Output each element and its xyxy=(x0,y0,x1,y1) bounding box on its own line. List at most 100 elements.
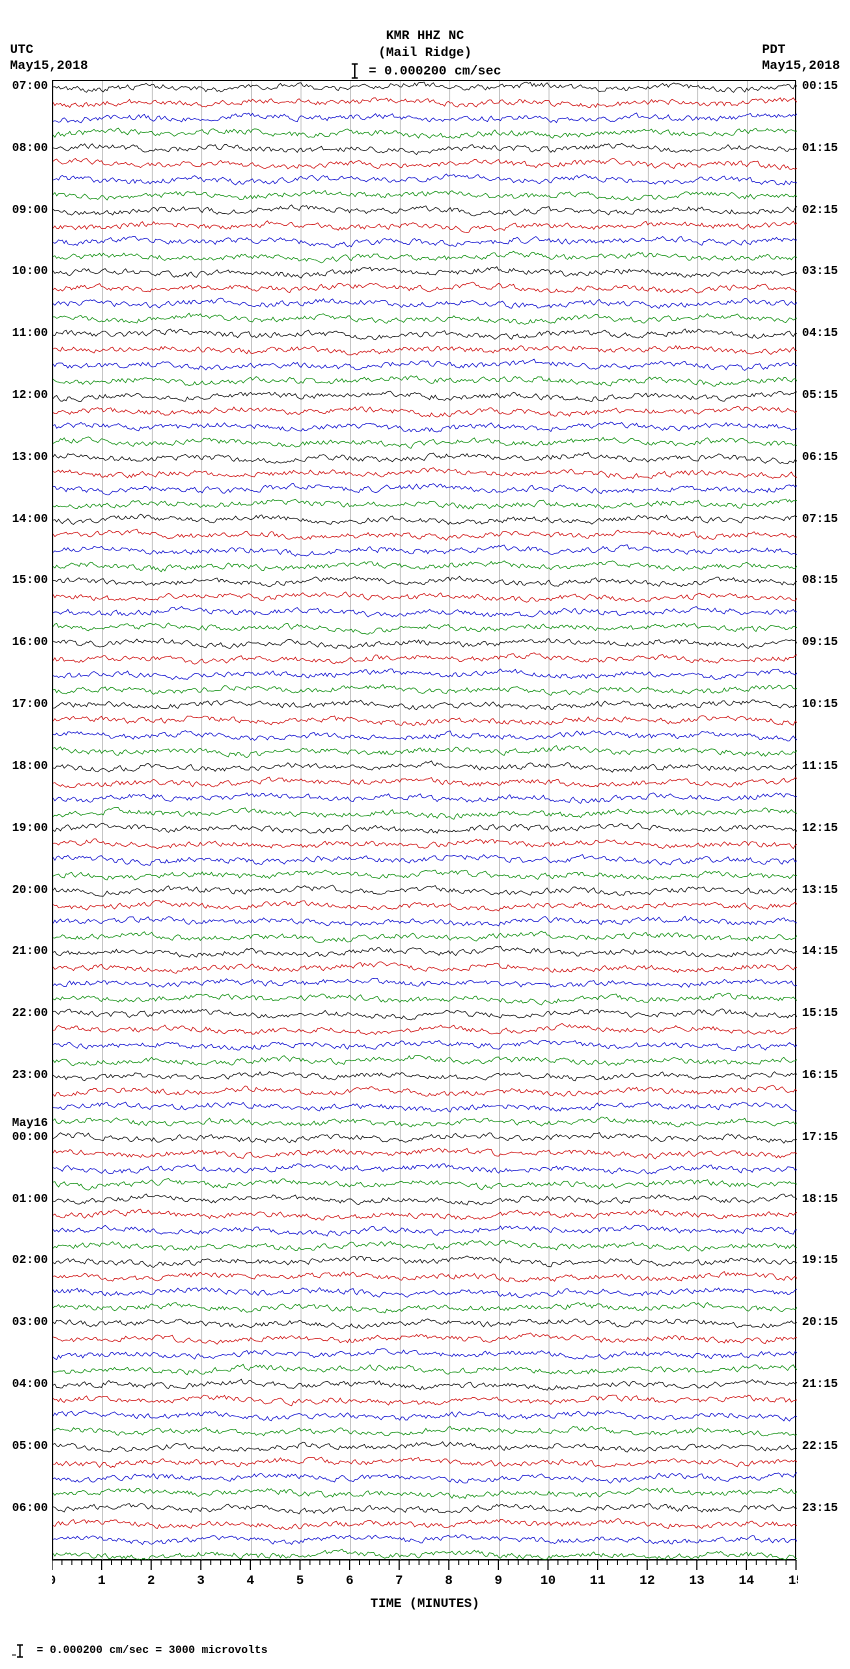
seismic-trace xyxy=(53,499,797,509)
footer-scale-text: = 0.000200 cm/sec = 3000 microvolts xyxy=(37,1645,268,1657)
seismic-trace xyxy=(53,993,797,1005)
seismic-trace xyxy=(53,900,797,911)
seismic-trace xyxy=(53,761,797,772)
seismic-trace xyxy=(53,1179,797,1191)
x-tick-label: 10 xyxy=(540,1573,556,1588)
seismic-trace xyxy=(53,885,797,896)
seismic-trace xyxy=(53,1457,797,1467)
seismic-trace xyxy=(53,931,797,942)
seismic-trace xyxy=(53,1411,797,1421)
right-hour-label: 00:15 xyxy=(802,79,838,93)
left-hour-label: 04:00 xyxy=(12,1377,48,1391)
seismic-trace xyxy=(53,1549,797,1560)
seismic-trace xyxy=(53,267,797,278)
seismic-trace xyxy=(53,870,797,880)
seismic-trace xyxy=(53,978,797,987)
seismic-trace xyxy=(53,159,797,170)
right-time-labels: 00:1501:1502:1503:1504:1505:1506:1507:15… xyxy=(802,80,842,1560)
left-hour-label: 10:00 xyxy=(12,264,48,278)
x-axis: 0123456789101112131415 TIME (MINUTES) xyxy=(52,1560,798,1611)
seismic-trace xyxy=(53,1303,797,1314)
x-tick-label: 13 xyxy=(689,1573,705,1588)
right-hour-label: 05:15 xyxy=(802,388,838,402)
seismic-trace xyxy=(53,1072,797,1081)
seismic-trace xyxy=(53,1319,797,1329)
seismic-trace xyxy=(53,1085,797,1096)
seismic-trace xyxy=(53,346,797,355)
date-right-label: May15,2018 xyxy=(762,58,840,74)
seismic-trace xyxy=(53,452,797,463)
seismic-trace xyxy=(53,205,797,216)
seismic-trace xyxy=(53,406,797,417)
seismic-trace xyxy=(53,82,797,92)
seismic-trace xyxy=(53,329,797,340)
footer: = 0.000200 cm/sec = 3000 microvolts xyxy=(10,1641,840,1659)
right-hour-label: 15:15 xyxy=(802,1006,838,1020)
x-tick-label: 11 xyxy=(590,1573,606,1588)
seismic-trace xyxy=(53,916,797,926)
left-hour-label: 03:00 xyxy=(12,1315,48,1329)
seismic-trace xyxy=(53,746,797,758)
seismic-trace xyxy=(53,623,797,634)
seismic-trace xyxy=(53,1349,797,1360)
x-tick-label: 7 xyxy=(395,1573,403,1588)
header-right: PDT May15,2018 xyxy=(762,42,840,73)
seismic-trace xyxy=(53,1148,797,1159)
seismic-trace xyxy=(53,391,797,401)
x-tick-label: 0 xyxy=(52,1573,56,1588)
left-hour-label: 23:00 xyxy=(12,1068,48,1082)
scale-text: = 0.000200 cm/sec xyxy=(369,63,502,78)
seismic-trace xyxy=(53,514,797,524)
right-hour-label: 19:15 xyxy=(802,1253,838,1267)
seismic-trace xyxy=(53,576,797,586)
right-hour-label: 10:15 xyxy=(802,697,838,711)
left-hour-label: 20:00 xyxy=(12,883,48,897)
seismic-trace xyxy=(53,128,797,138)
seismic-trace xyxy=(53,437,797,448)
left-hour-label: 00:00 xyxy=(12,1130,48,1144)
right-hour-label: 18:15 xyxy=(802,1192,838,1206)
header: UTC May15,2018 KMR HHZ NC (Mail Ridge) =… xyxy=(10,10,840,80)
left-hour-label: 12:00 xyxy=(12,388,48,402)
x-tick-label: 9 xyxy=(494,1573,502,1588)
seismic-trace xyxy=(53,1256,797,1268)
right-hour-label: 09:15 xyxy=(802,635,838,649)
seismic-trace xyxy=(53,839,797,849)
seismic-trace xyxy=(53,1209,797,1220)
seismic-trace xyxy=(53,946,797,957)
seismic-trace xyxy=(53,545,797,556)
left-hour-label: 08:00 xyxy=(12,141,48,155)
left-hour-label: 17:00 xyxy=(12,697,48,711)
seismic-trace xyxy=(53,1194,797,1205)
seismic-trace xyxy=(53,731,797,741)
left-hour-label: 13:00 xyxy=(12,450,48,464)
seismic-trace xyxy=(53,1102,797,1112)
seismic-trace xyxy=(53,376,797,387)
left-hour-label: 11:00 xyxy=(12,326,48,340)
x-tick-label: 14 xyxy=(739,1573,755,1588)
seismic-trace xyxy=(53,1055,797,1065)
tz-right-label: PDT xyxy=(762,42,840,58)
seismic-trace xyxy=(53,1164,797,1174)
x-tick-label: 5 xyxy=(296,1573,304,1588)
seismic-trace xyxy=(53,653,797,664)
x-axis-label: TIME (MINUTES) xyxy=(52,1596,798,1611)
right-hour-label: 21:15 xyxy=(802,1377,838,1391)
seismic-trace xyxy=(53,1519,797,1530)
right-hour-label: 13:15 xyxy=(802,883,838,897)
seismic-trace xyxy=(53,484,797,495)
right-hour-label: 12:15 xyxy=(802,821,838,835)
seismic-trace xyxy=(53,529,797,540)
left-hour-label: 05:00 xyxy=(12,1439,48,1453)
x-tick-label: 2 xyxy=(147,1573,155,1588)
right-hour-label: 11:15 xyxy=(802,759,838,773)
x-tick-label: 15 xyxy=(788,1573,798,1588)
date-left-label: May15,2018 xyxy=(10,58,88,74)
seismic-trace xyxy=(53,1023,797,1034)
left-time-labels: 07:0008:0009:0010:0011:0012:0013:0014:00… xyxy=(8,80,48,1560)
seismic-trace xyxy=(53,1133,797,1144)
left-hour-label: 15:00 xyxy=(12,573,48,587)
seismic-trace xyxy=(53,1472,797,1483)
seismic-trace xyxy=(53,700,797,710)
scale-indicator: = 0.000200 cm/sec xyxy=(349,62,501,80)
